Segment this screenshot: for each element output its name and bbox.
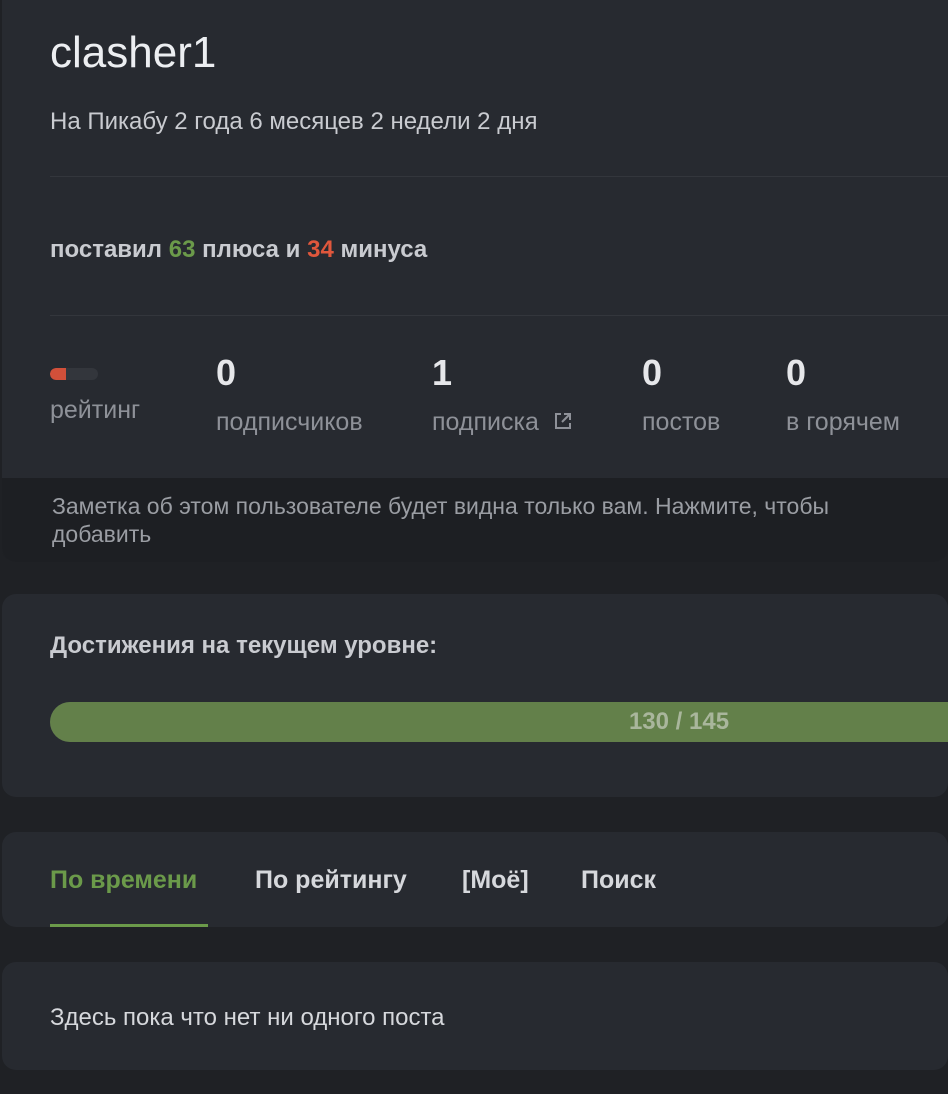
tab-by-rating[interactable]: По рейтингу — [255, 866, 407, 894]
progress-fill — [50, 702, 948, 742]
user-note[interactable]: Заметка об этом пользователе будет видна… — [2, 478, 948, 562]
profile-card: clasher1 На Пикабу 2 года 6 месяцев 2 не… — [2, 0, 948, 562]
active-tab-underline — [50, 924, 208, 927]
progress-text: 130 / 145 — [628, 708, 730, 735]
member-since: На Пикабу 2 года 6 месяцев 2 недели 2 дн… — [50, 108, 538, 135]
divider — [50, 176, 948, 177]
stat-posts[interactable]: 0 постов — [642, 352, 721, 436]
tab-mine[interactable]: [Моё] — [462, 866, 529, 894]
posts-tabs: По времени По рейтингу [Моё] Поиск — [2, 832, 948, 927]
achievements-title: Достижения на текущем уровне: — [50, 632, 438, 659]
minus-count: 34 — [307, 236, 334, 263]
tab-by-time[interactable]: По времени — [50, 866, 198, 894]
tab-search[interactable]: Поиск — [581, 866, 657, 894]
username: clasher1 — [50, 28, 217, 77]
rating-bar — [50, 368, 98, 380]
posts-list: Здесь пока что нет ни одного поста — [2, 962, 948, 1070]
achievements-progress: 130 / 145 — [50, 702, 948, 742]
stat-subscriptions[interactable]: 1 подписка — [432, 352, 574, 437]
votes-summary: поставил 63 плюса и 34 минуса — [50, 236, 428, 263]
stat-hot[interactable]: 0 в горячем — [786, 352, 900, 436]
plus-count: 63 — [168, 236, 196, 263]
external-link-icon — [554, 413, 571, 429]
empty-posts-message: Здесь пока что нет ни одного поста — [50, 1004, 445, 1031]
stat-subscribers[interactable]: 0 подписчиков — [216, 352, 363, 436]
stat-rating: рейтинг — [50, 352, 140, 425]
achievements-card: Достижения на текущем уровне: 130 / 145 — [2, 594, 948, 797]
divider — [50, 315, 948, 316]
